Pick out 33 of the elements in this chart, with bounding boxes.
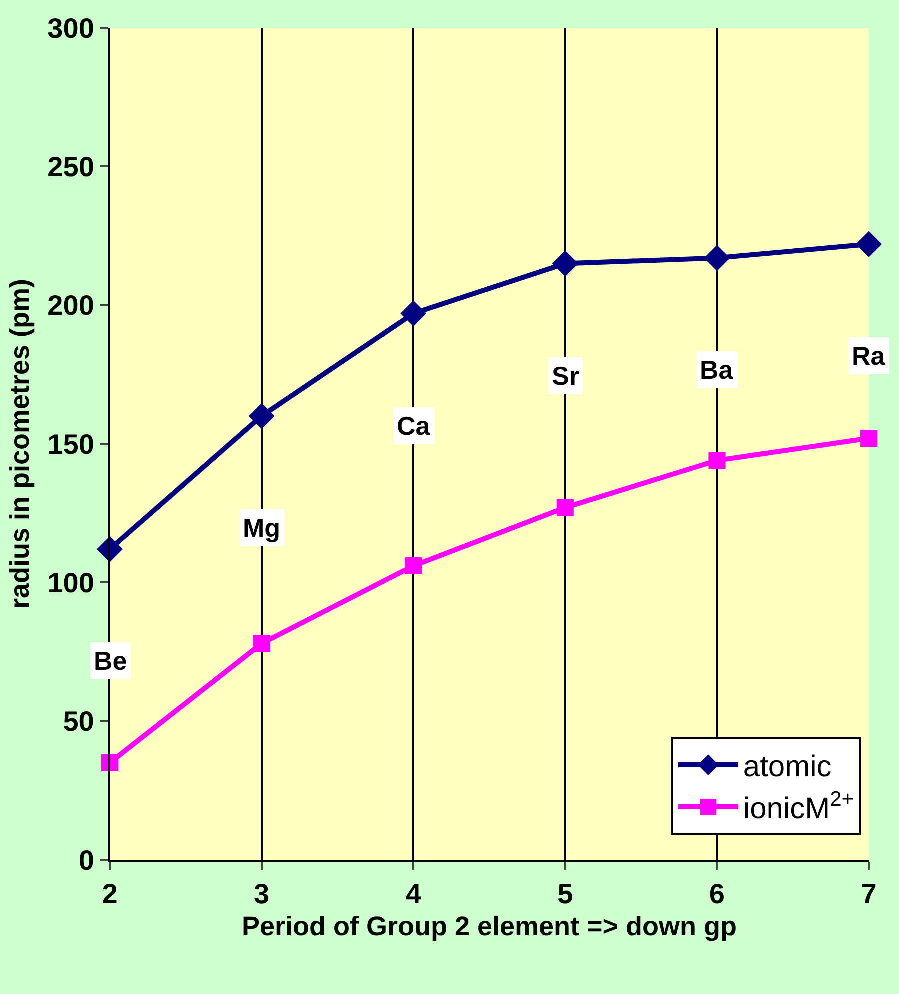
y-tick-label: 50	[63, 706, 94, 738]
point	[556, 499, 574, 516]
annotation: Ca	[397, 411, 431, 441]
y-tick-label: 0	[78, 844, 94, 876]
point	[856, 231, 882, 258]
point	[400, 300, 427, 327]
x-tick-label: 7	[861, 878, 877, 910]
x-tick-label: 2	[102, 878, 118, 910]
annotation: Be	[94, 646, 128, 676]
point	[708, 452, 726, 470]
x-tick-label: 4	[406, 878, 422, 910]
legend-label: ionicM$^{2+}$	[743, 788, 854, 826]
y-tick-label: 100	[48, 567, 94, 598]
y-tick-label: 200	[48, 290, 94, 322]
x-tick-label: 5	[558, 878, 574, 910]
x-axis-title: Period of Group 2 element => down gp	[242, 912, 738, 942]
point	[552, 250, 578, 277]
annotation: Ra	[852, 341, 886, 371]
y-tick-label: 300	[48, 12, 94, 44]
y-tick-label: 150	[48, 428, 94, 460]
annotation: Ba	[700, 355, 734, 385]
point	[253, 635, 270, 652]
legend-label: atomic	[743, 750, 832, 784]
point	[860, 430, 878, 447]
annotation: Sr	[552, 361, 580, 391]
y-axis-title: radius in picometres (pm)	[5, 278, 36, 610]
x-tick-label: 6	[709, 878, 725, 910]
point	[704, 245, 730, 272]
point	[405, 558, 422, 575]
x-tick-label: 3	[254, 878, 270, 910]
y-tick-label: 250	[48, 151, 94, 182]
annotation: Mg	[243, 513, 281, 543]
point	[248, 403, 275, 430]
